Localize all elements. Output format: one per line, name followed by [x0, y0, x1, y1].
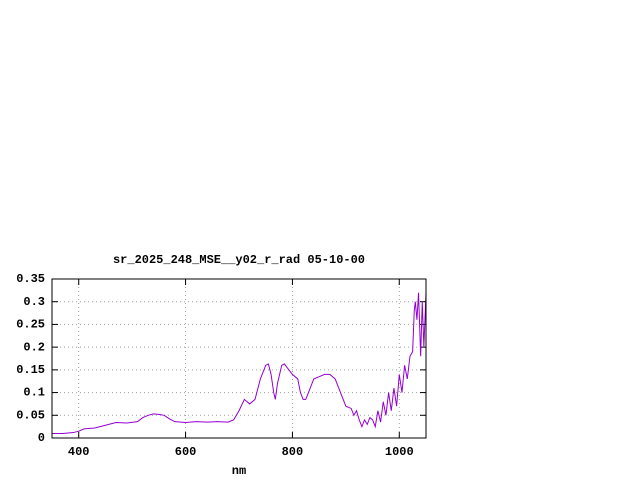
y-tick-label: 0.2: [23, 340, 45, 354]
plot-border: [51, 278, 427, 439]
x-tick-label: 400: [68, 445, 90, 459]
y-tick-label: 0: [38, 431, 45, 445]
x-tick-label: 600: [175, 445, 197, 459]
x-axis-label: nm: [232, 464, 246, 478]
x-tick-label: 1000: [385, 445, 414, 459]
y-tick-label: 0.3: [23, 295, 45, 309]
y-tick-label: 0.1: [23, 386, 45, 400]
y-tick-label: 0.15: [16, 363, 45, 377]
x-tick-label: 800: [282, 445, 304, 459]
y-tick-label: 0.05: [16, 408, 45, 422]
data-line: [52, 292, 427, 434]
y-tick-label: 0.25: [16, 318, 45, 332]
y-tick-label: 0.35: [16, 272, 45, 286]
chart-title: sr_2025_248_MSE__y02_r_rad 05-10-00: [113, 253, 365, 267]
